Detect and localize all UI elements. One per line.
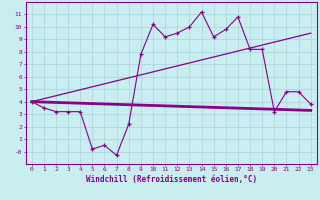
X-axis label: Windchill (Refroidissement éolien,°C): Windchill (Refroidissement éolien,°C) xyxy=(86,175,257,184)
